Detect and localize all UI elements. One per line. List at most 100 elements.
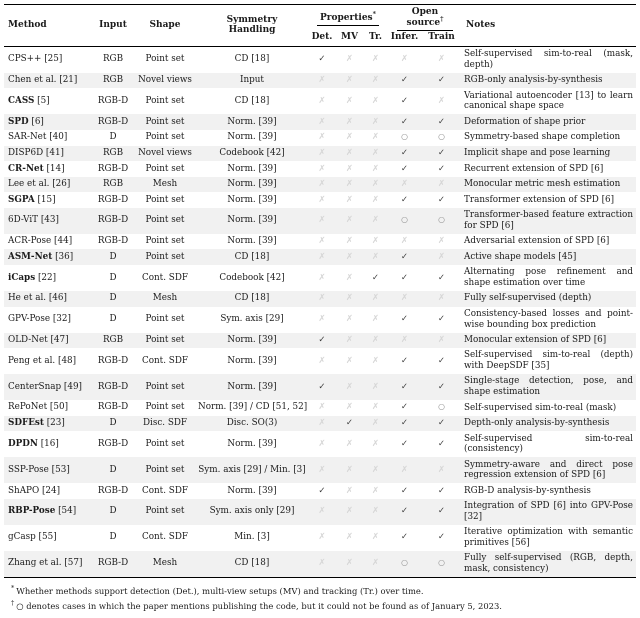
train-mark: ✗ — [437, 293, 446, 304]
symmetry-cell: CD [18] — [234, 96, 270, 107]
table-row: RBP-Pose [54] D Point set Sym. axis only… — [4, 498, 636, 525]
method-citation: [54] — [55, 506, 77, 517]
shape-cell: Mesh — [152, 179, 178, 190]
method-cell: DISP6D [41] — [4, 146, 92, 162]
properties-footnote-marker: * — [372, 9, 377, 18]
table-row: DISP6D [41] RGB Novel views Codebook [42… — [4, 145, 636, 162]
tr-mark: ✗ — [371, 485, 380, 496]
infer-mark: ✓ — [400, 438, 409, 449]
shape-cell: Mesh — [152, 293, 178, 304]
symmetry-cell: CD [18] — [234, 558, 270, 569]
tr-mark: ✗ — [371, 251, 380, 262]
mv-mark: ✗ — [345, 251, 354, 262]
method-name: Peng et al. — [8, 355, 56, 366]
method-citation: [5] — [34, 96, 50, 107]
method-citation: [43] — [38, 215, 59, 226]
method-name: SSP-Pose — [8, 464, 49, 475]
notes-cell: Depth-only analysis-by-synthesis — [464, 418, 610, 429]
train-mark: ✗ — [437, 54, 446, 65]
method-name: He et al. — [8, 293, 47, 304]
col-header-symmetry: Symmetry Handling — [196, 4, 308, 47]
method-citation: [16] — [37, 438, 59, 449]
symmetry-cell: CD [18] — [234, 251, 270, 262]
method-cell: Peng et al. [48] — [4, 348, 92, 374]
tr-mark: ✗ — [371, 179, 380, 190]
method-name: ACR-Pose — [8, 236, 52, 247]
method-citation: [15] — [34, 194, 56, 205]
train-mark: ✓ — [437, 75, 446, 86]
method-cell: Lee et al. [26] — [4, 177, 92, 193]
shape-cell: Point set — [145, 116, 185, 127]
method-cell: iCaps [22] — [4, 265, 92, 291]
train-mark: ✗ — [437, 179, 446, 190]
method-name: CenterSnap — [8, 381, 62, 392]
mv-mark: ✗ — [345, 179, 354, 190]
col-header-symmetry-label: Symmetry Handling — [226, 14, 278, 36]
method-cell: Zhang et al. [57] — [4, 551, 92, 577]
method-name: Chen et al. — [8, 75, 57, 86]
mv-mark: ✗ — [345, 485, 354, 496]
input-cell: RGB-D — [97, 558, 129, 569]
method-cell: ACR-Pose [44] — [4, 234, 92, 250]
method-cell: CASS [5] — [4, 88, 92, 114]
table-row: SGPA [15] RGB-D Point set Norm. [39] ✗ ✗… — [4, 192, 636, 208]
method-citation: [22] — [35, 272, 57, 283]
input-cell: RGB — [102, 75, 124, 86]
method-cell: SDFEst [23] — [4, 416, 92, 432]
shape-cell: Cont. SDF — [141, 355, 188, 366]
infer-mark: ✓ — [400, 147, 409, 158]
method-cell: GPV-Pose [32] — [4, 307, 92, 333]
train-mark: ✓ — [437, 314, 446, 325]
mv-mark: ✗ — [345, 314, 354, 325]
infer-mark: ✗ — [400, 54, 409, 65]
input-cell: RGB — [102, 147, 124, 158]
open-source-footnote-marker: † — [440, 14, 444, 23]
mv-mark: ✗ — [345, 116, 354, 127]
table-row: CR-Net [14] RGB-D Point set Norm. [39] ✗… — [4, 161, 636, 177]
method-cell: ASM-Net [36] — [4, 249, 92, 265]
det-mark: ✗ — [318, 314, 326, 325]
method-citation: [50] — [47, 402, 68, 413]
det-mark: ✗ — [318, 532, 326, 543]
method-name: OLD-Net — [8, 334, 48, 345]
method-cell: SGPA [15] — [4, 192, 92, 208]
table-row: Chen et al. [21] RGB Novel views Input ✗… — [4, 72, 636, 89]
input-cell: RGB-D — [97, 355, 129, 366]
method-citation: [14] — [43, 163, 65, 174]
input-cell: D — [109, 418, 117, 428]
infer-mark: ✓ — [400, 194, 409, 205]
method-citation: [49] — [61, 381, 82, 392]
symmetry-cell: Sym. axis [29] — [220, 314, 284, 325]
input-cell: D — [109, 506, 117, 517]
col-header-input-label: Input — [99, 20, 127, 31]
train-mark: ○ — [438, 215, 445, 225]
col-header-shape: Shape — [134, 4, 196, 47]
notes-cell: Transformer extension of SPD [6] — [464, 194, 615, 205]
method-citation: [48] — [55, 355, 77, 366]
tr-mark: ✗ — [371, 355, 380, 366]
mv-mark: ✗ — [345, 334, 354, 345]
col-header-method-label: Method — [8, 20, 47, 31]
input-cell: RGB — [102, 54, 124, 65]
mv-mark: ✗ — [345, 293, 354, 304]
notes-cell: Symmetry-based shape completion — [464, 132, 621, 143]
symmetry-cell: Norm. [39] — [227, 132, 277, 143]
infer-mark: ✗ — [400, 293, 409, 304]
table-footnotes: * Whether methods support detection (Det.… — [4, 578, 636, 613]
method-name: RBP-Pose — [8, 506, 56, 517]
mv-mark: ✗ — [345, 194, 354, 205]
infer-mark: ✓ — [400, 272, 409, 283]
det-mark: ✗ — [318, 293, 326, 304]
notes-cell: Integration of SPD [6] into GPV-Pose [32… — [464, 501, 633, 522]
input-cell: RGB-D — [97, 438, 129, 449]
table-header: Method Input Shape Symmetry Handling Pro… — [4, 4, 636, 47]
shape-cell: Point set — [145, 334, 185, 345]
method-citation: [46] — [46, 293, 67, 304]
method-name: SPD — [8, 116, 29, 127]
method-cell: ShAPO [24] — [4, 483, 92, 499]
input-cell: D — [109, 251, 117, 262]
det-mark: ✗ — [318, 116, 326, 127]
method-cell: SAR-Net [40] — [4, 130, 92, 146]
train-mark: ✓ — [437, 116, 446, 127]
tr-mark: ✗ — [371, 54, 380, 65]
